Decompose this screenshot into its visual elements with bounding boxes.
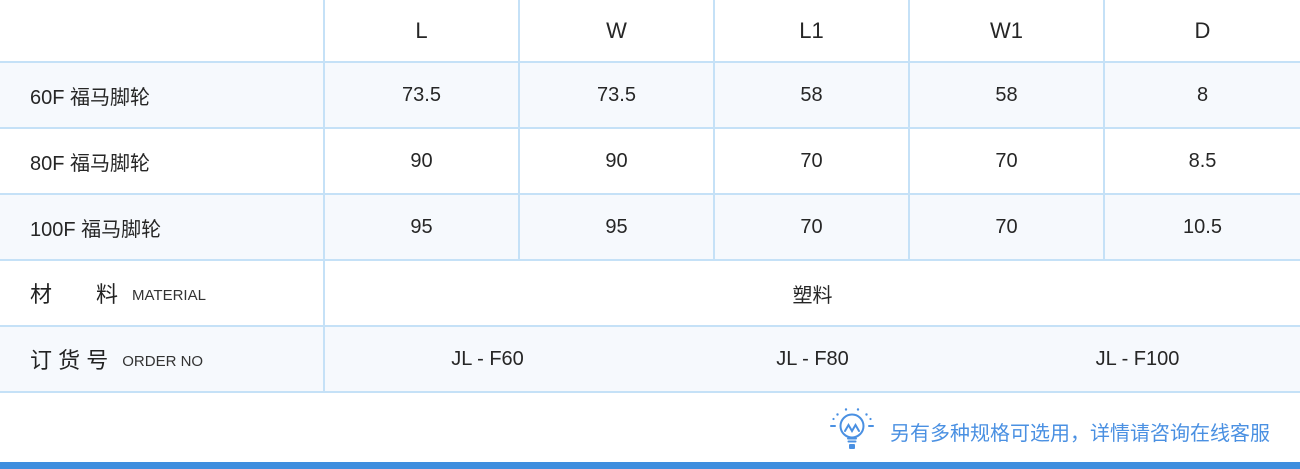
material-value: 塑料 <box>792 284 833 307</box>
spec-value: 70 <box>715 195 910 259</box>
spec-value: 73.5 <box>325 63 520 127</box>
spec-table: L W L1 W1 D 60F 福马脚轮 73.5 73.5 58 58 8 8… <box>0 0 1300 393</box>
tip-note: 另有多种规格可选用，详情请咨询在线客服 <box>828 405 1270 457</box>
table-row-60f: 60F 福马脚轮 73.5 73.5 58 58 8 <box>0 63 1300 129</box>
column-header-D: D <box>1194 17 1211 43</box>
column-header-W: W <box>520 0 715 61</box>
table-row-order-no: 订 货 号 ORDER NO JL - F60 JL - F80 JL - F1… <box>0 327 1300 393</box>
tip-text: 另有多种规格可选用，详情请咨询在线客服 <box>890 422 1270 445</box>
order-no-values: JL - F60 JL - F80 JL - F100 <box>325 327 1300 391</box>
table-row-80f: 80F 福马脚轮 90 90 70 70 8.5 <box>0 129 1300 195</box>
column-header-W1: W1 <box>910 0 1105 61</box>
table-row-100f: 100F 福马脚轮 95 95 70 70 10.5 <box>0 195 1300 261</box>
spec-value: 95 <box>325 195 520 259</box>
spec-value: 90 <box>325 129 520 193</box>
spec-value: 70 <box>715 129 910 193</box>
bottom-accent-bar <box>0 462 1300 469</box>
order-no-label: 订 货 号 ORDER NO <box>0 327 325 391</box>
order-no-label-en: ORDER NO <box>122 352 204 370</box>
material-label-en: MATERIAL <box>132 286 206 304</box>
header-cell-empty <box>0 0 325 61</box>
lightbulb-icon <box>830 408 874 449</box>
column-header-L: L <box>325 0 520 61</box>
table-header-row: L W L1 W1 D <box>0 0 1300 63</box>
spec-value: 73.5 <box>520 63 715 127</box>
spec-value: 10.5 <box>1183 215 1222 238</box>
column-header-L1: L1 <box>715 0 910 61</box>
order-no-value: JL - F80 <box>776 347 849 370</box>
spec-value: 70 <box>910 129 1105 193</box>
row-label: 80F 福马脚轮 <box>0 129 325 193</box>
spec-value: 90 <box>520 129 715 193</box>
material-label: 材 料 MATERIAL <box>0 261 325 325</box>
order-no-value: JL - F60 <box>451 347 524 370</box>
spec-value: 8.5 <box>1188 149 1217 172</box>
row-label: 100F 福马脚轮 <box>0 195 325 259</box>
spec-value: 70 <box>910 195 1105 259</box>
order-no-label-cn: 订 货 号 <box>30 348 109 373</box>
spec-value: 8 <box>1196 83 1209 106</box>
spec-value: 58 <box>715 63 910 127</box>
spec-value: 58 <box>910 63 1105 127</box>
order-no-value: JL - F100 <box>1095 347 1180 370</box>
row-label: 60F 福马脚轮 <box>0 63 325 127</box>
table-row-material: 材 料 MATERIAL 塑料 <box>0 261 1300 327</box>
spec-value: 95 <box>520 195 715 259</box>
material-label-cn: 材 料 <box>30 282 119 307</box>
